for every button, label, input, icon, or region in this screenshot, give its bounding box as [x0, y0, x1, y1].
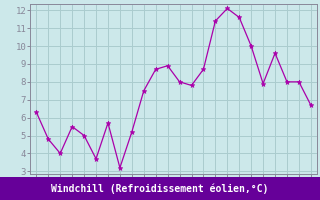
Text: Windchill (Refroidissement éolien,°C): Windchill (Refroidissement éolien,°C) — [51, 183, 269, 194]
